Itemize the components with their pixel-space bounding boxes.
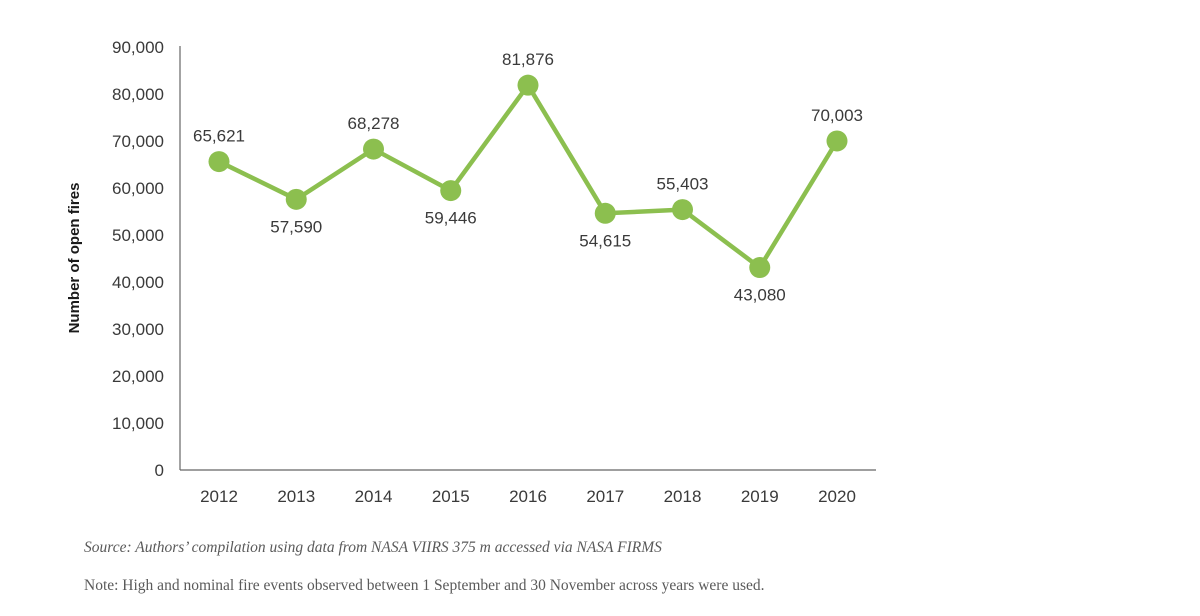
- y-tick-label: 30,000: [112, 320, 164, 339]
- data-label: 54,615: [579, 231, 631, 250]
- footnote: Note: High and nominal fire events obser…: [84, 577, 765, 594]
- data-labels: 65,621 57,590 68,278 59,446 81,876 54,615 55,4…: [193, 50, 863, 304]
- line-chart: 0 10,000 20,000 30,000 40,000 50,000 60,000 70,…: [66, 38, 876, 506]
- y-tick-label: 50,000: [112, 226, 164, 245]
- y-tick-label: 20,000: [112, 367, 164, 386]
- y-axis-label: Number of open fires: [66, 183, 83, 334]
- y-tick-label: 0: [155, 461, 164, 480]
- y-tick-label: 10,000: [112, 414, 164, 433]
- x-tick-label: 2020: [818, 487, 856, 506]
- data-point: [285, 188, 307, 210]
- y-tick-label: 80,000: [112, 85, 164, 104]
- y-tick-label: 60,000: [112, 179, 164, 198]
- x-tick-label: 2015: [432, 487, 470, 506]
- x-tick-label: 2013: [277, 487, 315, 506]
- data-label: 57,590: [270, 217, 322, 236]
- y-axis-ticks: 0 10,000 20,000 30,000 40,000 50,000 60,000 70,…: [112, 38, 164, 480]
- data-point: [517, 74, 539, 96]
- data-label: 55,403: [657, 175, 709, 194]
- x-axis-ticks: 2012 2013 2014 2015 2016 2017 2018 2019 2020: [200, 487, 856, 506]
- x-tick-label: 2012: [200, 487, 238, 506]
- x-tick-label: 2018: [664, 487, 702, 506]
- series-line: [216, 82, 840, 270]
- data-point: [826, 130, 848, 152]
- x-tick-label: 2019: [741, 487, 779, 506]
- source-note: Source: Authors’ compilation using data …: [84, 539, 662, 556]
- data-label: 68,278: [348, 114, 400, 133]
- data-points: [208, 74, 848, 279]
- data-point: [208, 151, 230, 173]
- data-point: [594, 202, 616, 224]
- x-tick-label: 2017: [586, 487, 624, 506]
- data-point: [749, 257, 771, 279]
- data-point: [363, 138, 384, 160]
- y-tick-label: 40,000: [112, 273, 164, 292]
- x-tick-label: 2016: [509, 487, 547, 506]
- y-tick-label: 90,000: [112, 38, 164, 57]
- data-point: [672, 199, 693, 221]
- data-point: [440, 180, 462, 202]
- data-label: 65,621: [193, 127, 245, 146]
- data-label: 59,446: [425, 209, 477, 228]
- x-tick-label: 2014: [355, 487, 393, 506]
- data-label: 70,003: [811, 106, 863, 125]
- data-label: 81,876: [502, 50, 554, 69]
- y-tick-label: 70,000: [112, 132, 164, 151]
- data-label: 43,080: [734, 286, 786, 305]
